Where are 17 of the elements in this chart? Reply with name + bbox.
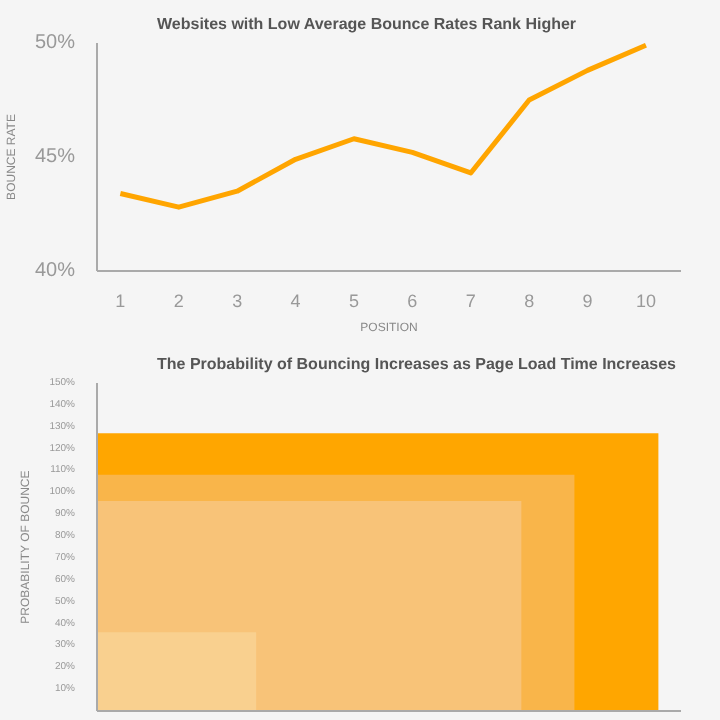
y-tick-label: 50% bbox=[34, 32, 76, 54]
y-tick-label: 45% bbox=[34, 146, 76, 168]
x-tick-label: 7 bbox=[465, 291, 476, 311]
x-tick-label: 9 bbox=[582, 291, 593, 311]
x-tick-label: 8 bbox=[524, 291, 535, 311]
bar bbox=[97, 632, 257, 711]
x-tick-label: 5 bbox=[348, 291, 359, 311]
chart-title: Websites with Low Average Bounce Rates Rank Higher bbox=[157, 15, 577, 33]
x-tick-label: 2 bbox=[173, 291, 184, 311]
x-tick-label: 3 bbox=[232, 291, 243, 311]
chart-title: The Probability of Bouncing Increases as Page Load Time Increases bbox=[157, 355, 678, 373]
line-series bbox=[117, 43, 649, 210]
x-tick-label: 1 bbox=[115, 291, 126, 311]
x-tick-label: 6 bbox=[407, 291, 418, 311]
x-tick-label: 10 bbox=[635, 291, 656, 311]
x-tick-label: 4 bbox=[290, 291, 301, 311]
y-tick-label: 40% bbox=[34, 260, 76, 282]
